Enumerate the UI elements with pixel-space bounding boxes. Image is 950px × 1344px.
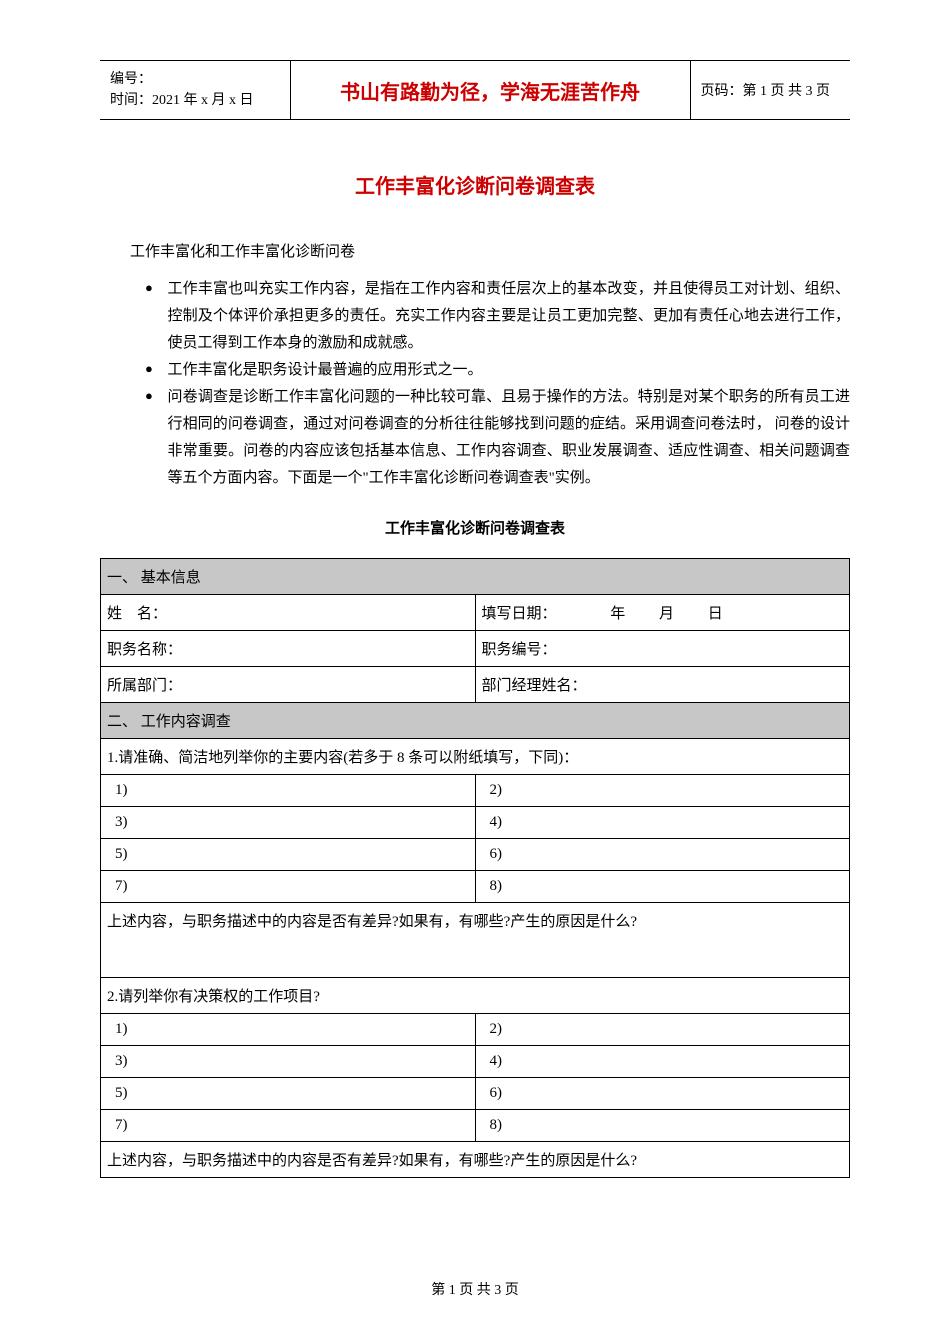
time-label: 时间：2021 年 x 月 x 日 <box>110 90 280 111</box>
manager-field[interactable]: 部门经理姓名： <box>475 667 850 703</box>
q1-item-2[interactable]: 2) <box>475 775 850 807</box>
document-header: 编号： 时间：2021 年 x 月 x 日 书山有路勤为径，学海无涯苦作舟 页码… <box>100 60 850 120</box>
q2-item-1[interactable]: 1) <box>101 1014 476 1046</box>
bullet-list: 工作丰富也叫充实工作内容，是指在工作内容和责任层次上的基本改变，并且使得员工对计… <box>145 276 850 492</box>
bullet-item-1: 工作丰富也叫充实工作内容，是指在工作内容和责任层次上的基本改变，并且使得员工对计… <box>145 276 850 357</box>
q2-item-5[interactable]: 5) <box>101 1078 476 1110</box>
q1-item-1[interactable]: 1) <box>101 775 476 807</box>
q2-diff[interactable]: 上述内容，与职务描述中的内容是否有差异?如果有，有哪些?产生的原因是什么? <box>101 1142 850 1178</box>
question-2: 2.请列举你有决策权的工作项目? <box>101 978 850 1014</box>
bullet-item-2: 工作丰富化是职务设计最普遍的应用形式之一。 <box>145 357 850 384</box>
q1-item-3[interactable]: 3) <box>101 807 476 839</box>
month-label: 月 <box>659 606 674 622</box>
section-work-content: 二、 工作内容调查 <box>101 703 850 739</box>
bullet-item-3: 问卷调查是诊断工作丰富化问题的一种比较可靠、且易于操作的方法。特别是对某个职务的… <box>145 384 850 492</box>
year-label: 年 <box>610 606 625 622</box>
q1-item-6[interactable]: 6) <box>475 839 850 871</box>
day-label: 日 <box>708 606 723 622</box>
serial-label: 编号： <box>110 69 280 90</box>
job-code-field[interactable]: 职务编号： <box>475 631 850 667</box>
q2-item-6[interactable]: 6) <box>475 1078 850 1110</box>
q1-item-8[interactable]: 8) <box>475 871 850 903</box>
q1-item-4[interactable]: 4) <box>475 807 850 839</box>
table-title: 工作丰富化诊断问卷调查表 <box>100 517 850 538</box>
date-field[interactable]: 填写日期： 年 月 日 <box>475 595 850 631</box>
page-footer: 第 1 页 共 3 页 <box>0 1279 950 1299</box>
job-title-field[interactable]: 职务名称： <box>101 631 476 667</box>
date-label: 填写日期： <box>482 602 557 623</box>
q2-item-8[interactable]: 8) <box>475 1110 850 1142</box>
q1-diff[interactable]: 上述内容，与职务描述中的内容是否有差异?如果有，有哪些?产生的原因是什么? <box>101 903 850 978</box>
dept-field[interactable]: 所属部门： <box>101 667 476 703</box>
header-motto: 书山有路勤为径，学海无涯苦作舟 <box>290 61 690 120</box>
q2-item-7[interactable]: 7) <box>101 1110 476 1142</box>
header-left-cell: 编号： 时间：2021 年 x 月 x 日 <box>100 61 290 120</box>
q1-item-7[interactable]: 7) <box>101 871 476 903</box>
intro-text: 工作丰富化和工作丰富化诊断问卷 <box>100 239 850 266</box>
section-basic-info: 一、 基本信息 <box>101 559 850 595</box>
q2-item-4[interactable]: 4) <box>475 1046 850 1078</box>
header-page-label: 页码：第 1 页 共 3 页 <box>690 61 850 120</box>
q1-item-5[interactable]: 5) <box>101 839 476 871</box>
name-label-1: 姓 <box>107 606 137 622</box>
main-title: 工作丰富化诊断问卷调查表 <box>100 170 850 199</box>
name-label-2: 名： <box>137 606 167 622</box>
q2-item-2[interactable]: 2) <box>475 1014 850 1046</box>
q2-item-3[interactable]: 3) <box>101 1046 476 1078</box>
question-1: 1.请准确、简洁地列举你的主要内容(若多于 8 条可以附纸填写，下同)： <box>101 739 850 775</box>
name-field[interactable]: 姓名： <box>101 595 476 631</box>
questionnaire-table: 一、 基本信息 姓名： 填写日期： 年 月 日 职务名称： 职务编号： 所属部门… <box>100 558 850 1178</box>
